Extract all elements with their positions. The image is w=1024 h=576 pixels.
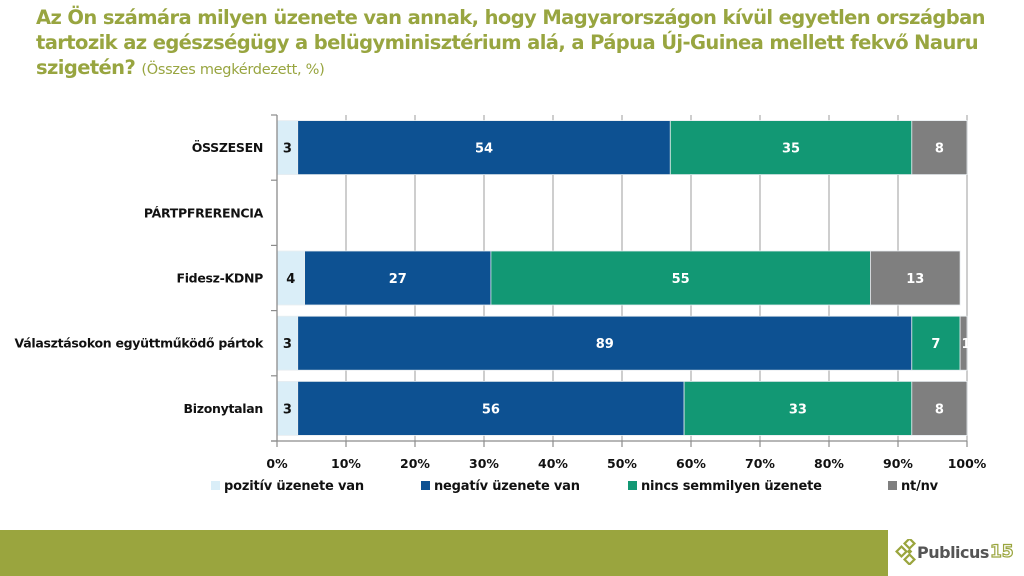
x-tick-label: 20% <box>400 456 430 471</box>
data-label: 55 <box>672 272 690 287</box>
data-label: 35 <box>782 142 800 157</box>
data-label: 8 <box>935 142 944 157</box>
data-label: 4 <box>286 272 295 287</box>
legend-label: negatív üzenete van <box>434 479 580 494</box>
data-label: 33 <box>789 402 807 417</box>
chart-subtitle: (Összes megkérdezett, %) <box>141 62 325 78</box>
bar-segment <box>911 380 968 436</box>
data-label: 27 <box>389 272 407 287</box>
bar-segment <box>683 380 913 436</box>
data-label: 3 <box>283 337 292 352</box>
category-label: Fidesz-KDNP <box>176 271 263 286</box>
x-tick-label: 70% <box>745 456 775 471</box>
logo-number: 15 <box>989 541 1014 562</box>
bar-segment <box>304 250 492 306</box>
category-label: PÁRTPFRERENCIA <box>144 205 264 220</box>
bar-segment <box>297 315 913 371</box>
x-tick-label: 90% <box>883 456 913 471</box>
category-labels: ÖSSZESEN PÁRTPFRERENCIA Fidesz-KDNP Választ… <box>15 140 265 416</box>
category-label: ÖSSZESEN <box>192 140 263 155</box>
data-label: 7 <box>931 337 940 352</box>
legend-swatch <box>888 481 897 490</box>
x-tick-label: 100% <box>948 456 987 471</box>
category-label: Választásokon együttműködő pártok <box>15 336 264 351</box>
bar-segment <box>297 120 671 175</box>
category-label: Bizonytalan <box>184 401 263 416</box>
x-tick-label: 50% <box>607 456 637 471</box>
x-tick-label: 40% <box>538 456 568 471</box>
data-label: 56 <box>482 402 500 417</box>
legend-swatch <box>628 481 637 490</box>
x-tick-label: 80% <box>814 456 844 471</box>
x-tick-label: 0% <box>266 456 288 471</box>
bar-segment <box>959 315 968 371</box>
data-label: 1 <box>961 337 970 352</box>
stacked-bar-chart: 3 54 35 84 27 55 133 89 7 13 56 33 8 ÖSSZESENPÁRTPFR… <box>15 114 987 494</box>
x-tick-labels: 0% 10% 20% 30% 40% 50% 60% 70% 80% 90% 100% <box>266 456 986 471</box>
logo-name: Publicus <box>917 542 989 562</box>
legend-swatch <box>421 481 430 490</box>
chart-title: Az Ön számára milyen üzenete van annak, … <box>36 5 1016 83</box>
data-label: 3 <box>283 402 292 417</box>
publicus-logo: Publicus 15 <box>895 535 1014 569</box>
bar-segment <box>276 250 306 306</box>
x-tick-label: 10% <box>331 456 361 471</box>
chart-title-main: Az Ön számára milyen üzenete van annak, … <box>36 6 986 79</box>
data-label: 54 <box>475 142 493 157</box>
data-label: 89 <box>596 337 614 352</box>
data-label: 13 <box>906 272 924 287</box>
legend: pozitív üzenete van negatív üzenete van ni… <box>211 479 939 494</box>
legend-label: nt/nv <box>901 479 939 494</box>
bar-segment <box>911 315 961 371</box>
bar-segment <box>870 250 961 306</box>
x-tick-label: 60% <box>676 456 706 471</box>
bar-segment <box>669 120 913 175</box>
bars: 3 54 35 84 27 55 133 89 7 13 56 33 8 <box>276 120 971 436</box>
bar-segment <box>911 120 968 175</box>
axes <box>271 114 968 447</box>
legend-swatch <box>211 481 220 490</box>
diamond-logo-icon <box>895 539 917 565</box>
bar-segment <box>297 380 685 436</box>
x-tick-label: 30% <box>469 456 499 471</box>
footer-bar <box>0 530 888 576</box>
data-label: 3 <box>283 142 292 157</box>
legend-label: nincs semmilyen üzenete <box>641 479 822 494</box>
data-label: 8 <box>935 402 944 417</box>
legend-label: pozitív üzenete van <box>224 479 364 494</box>
